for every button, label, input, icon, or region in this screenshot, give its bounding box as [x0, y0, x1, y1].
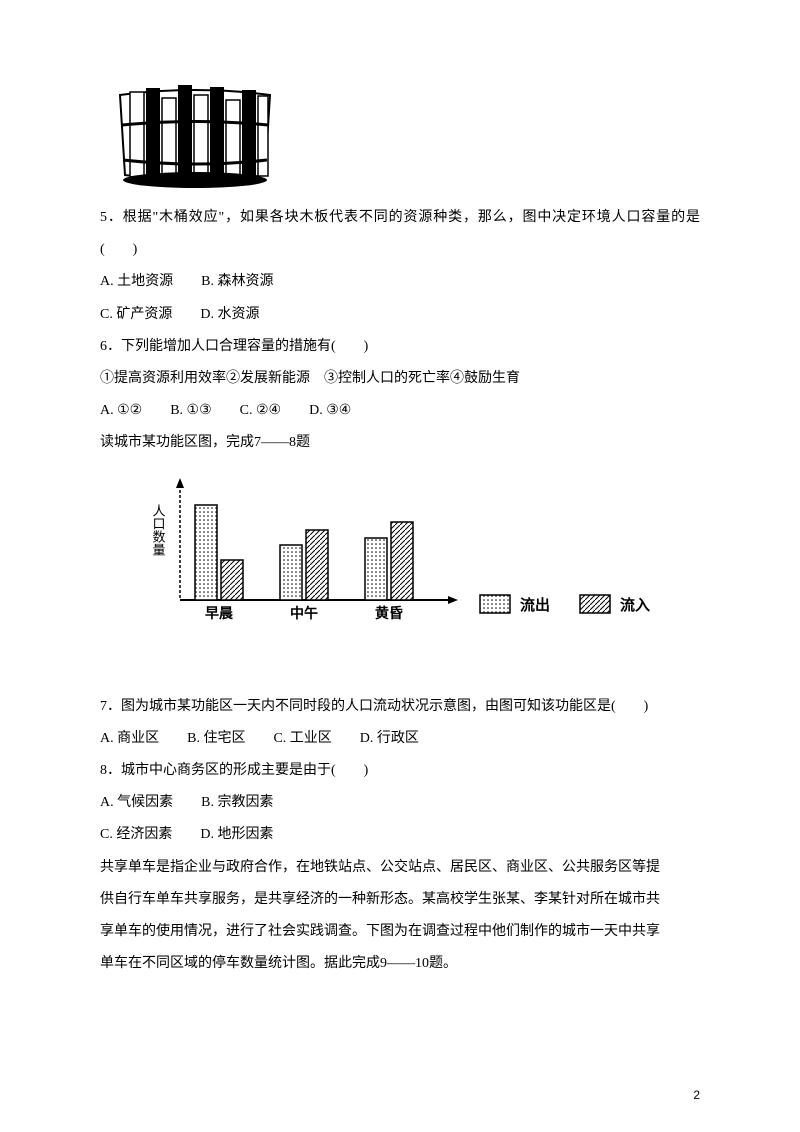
q8-options-2: C. 经济因素 D. 地形因素: [100, 819, 700, 851]
svg-text:早晨: 早晨: [205, 606, 234, 622]
q8-options-1: A. 气候因素 B. 宗教因素: [100, 787, 700, 819]
passage-line-4: 单车在不同区域的停车数量统计图。据此完成9——10题。: [100, 948, 700, 980]
svg-text:流出: 流出: [520, 596, 550, 614]
q6-options: A. ①② B. ①③ C. ②④ D. ③④: [100, 395, 700, 427]
passage-line-1: 共享单车是指企业与政府合作，在地铁站点、公交站点、居民区、商业区、公共服务区等提: [100, 852, 700, 884]
barrel-illustration: [110, 70, 280, 190]
page-number: 2: [693, 1088, 700, 1102]
population-flow-chart: 人口数量 早晨 中午 黄昏 流出 流入: [130, 470, 700, 653]
passage-line-3: 享单车的使用情况，进行了社会实践调查。下图为在调查过程中他们制作的城市一天中共享: [100, 916, 700, 948]
q8-text: 8．城市中心商务区的形成主要是由于( ): [100, 755, 700, 787]
chart-intro: 读城市某功能区图，完成7——8题: [100, 427, 700, 459]
q5-text: 5．根据"木桶效应"，如果各块木板代表不同的资源种类，那么，图中决定环境人口容量…: [100, 202, 700, 266]
svg-text:流入: 流入: [620, 596, 650, 614]
passage-line-2: 供自行车单车共享服务，是共享经济的一种新形态。某高校学生张某、李某针对所在城市共: [100, 884, 700, 916]
q6-sub: ①提高资源利用效率②发展新能源 ③控制人口的死亡率④鼓励生育: [100, 363, 700, 395]
svg-text:中午: 中午: [290, 605, 318, 622]
svg-text:黄昏: 黄昏: [375, 605, 403, 622]
q6-text: 6．下列能增加人口合理容量的措施有( ): [100, 331, 700, 363]
q5-options-2: C. 矿产资源 D. 水资源: [100, 299, 700, 331]
q7-options: A. 商业区 B. 住宅区 C. 工业区 D. 行政区: [100, 723, 700, 755]
q5-options-1: A. 土地资源 B. 森林资源: [100, 266, 700, 298]
svg-text:人口数量: 人口数量: [151, 504, 166, 556]
q7-text: 7．图为城市某功能区一天内不同时段的人口流动状况示意图，由图可知该功能区是( ): [100, 691, 700, 723]
